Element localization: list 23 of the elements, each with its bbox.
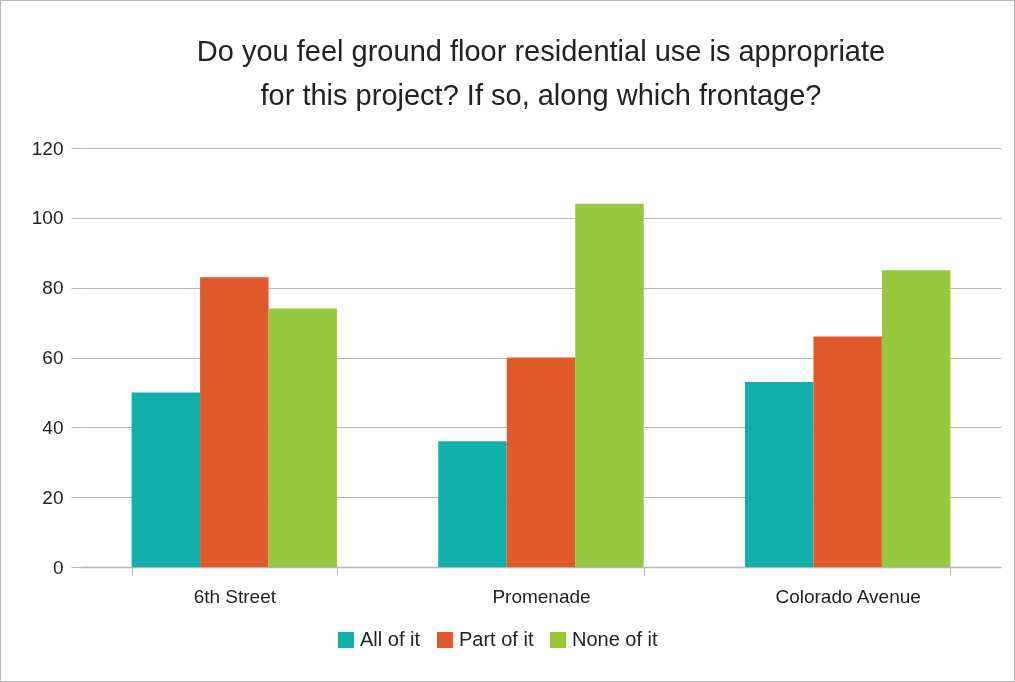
y-tick-label: 20 — [42, 486, 64, 508]
legend-label: None of it — [572, 628, 659, 650]
bar — [881, 270, 951, 567]
bar — [200, 277, 269, 567]
legend-label: Part of it — [459, 628, 534, 650]
x-tick-label: Promenade — [492, 585, 591, 607]
bar — [438, 441, 507, 567]
bar — [506, 357, 576, 567]
x-tick-label: 6th Street — [193, 585, 277, 607]
y-tick-label: 0 — [52, 556, 64, 578]
legend-label: All of it — [360, 628, 421, 650]
bar — [131, 392, 201, 567]
y-tick-label: 60 — [42, 347, 64, 368]
bar — [813, 336, 882, 567]
bar — [575, 203, 644, 567]
x-tick-label: Colorado Avenue — [775, 585, 921, 607]
chart-title: Do you feel ground floor residential use is appropriate for this project? If so, along which frontage? — [196, 35, 886, 111]
y-tick-label: 100 — [31, 207, 64, 229]
y-tick-label: 80 — [42, 277, 64, 299]
bar — [268, 308, 338, 567]
y-tick-label: 120 — [31, 137, 64, 159]
bar — [744, 381, 814, 567]
y-tick-label: 40 — [42, 416, 64, 438]
